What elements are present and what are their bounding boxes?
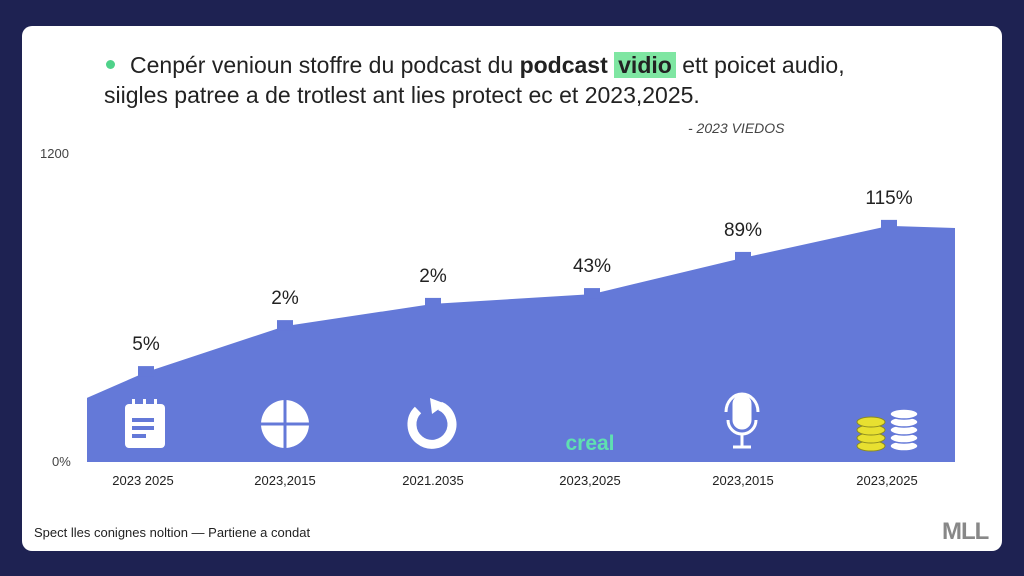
data-point-marker xyxy=(881,219,897,230)
data-label: 115% xyxy=(865,188,912,209)
data-point-marker xyxy=(425,297,441,308)
data-label: 2% xyxy=(419,266,447,287)
headline-part2: ett poicet audio, xyxy=(675,52,845,78)
headline-part1: Cenpér venioun stoffre du podcast du xyxy=(130,52,520,78)
y-tick-zero: 0% xyxy=(52,454,71,469)
headline-bold: podcast xyxy=(519,52,615,78)
data-point-marker xyxy=(277,320,293,331)
coins-icon xyxy=(856,408,919,452)
data-label: 5% xyxy=(132,334,160,355)
x-tick-label: 2023 2025 xyxy=(112,473,173,488)
data-point-marker xyxy=(735,251,751,262)
data-label: 89% xyxy=(724,220,762,241)
area-series xyxy=(87,225,955,462)
data-point-marker xyxy=(584,288,600,299)
x-tick-label: 2023,2015 xyxy=(712,473,773,488)
creal-label: creal xyxy=(565,432,614,455)
notepad-icon xyxy=(125,399,165,448)
data-label: 2% xyxy=(271,288,299,309)
x-tick-label: 2023,2025 xyxy=(559,473,620,488)
bullet-icon xyxy=(106,60,115,69)
refresh-icon xyxy=(407,398,457,449)
globe-icon xyxy=(261,400,309,448)
logo: MLL xyxy=(942,518,989,545)
headline: Cenpér venioun stoffre du podcast du pod… xyxy=(104,50,984,110)
x-tick-label: 2021.2035 xyxy=(402,473,463,488)
source: - 2023 VIEDOS xyxy=(688,120,785,136)
microphone-icon xyxy=(724,392,760,449)
footer-note: Spect lles conignes noltion — Partiene a… xyxy=(34,525,311,540)
headline-line2: siigles patree a de trotlest ant lies pr… xyxy=(104,82,700,108)
data-label: 43% xyxy=(573,256,611,277)
y-tick-top: 1200 xyxy=(40,146,69,161)
data-point-marker xyxy=(138,366,154,377)
x-tick-label: 2023,2025 xyxy=(856,473,917,488)
x-tick-label: 2023,2015 xyxy=(254,473,315,488)
headline-highlight: vidio xyxy=(614,52,676,78)
